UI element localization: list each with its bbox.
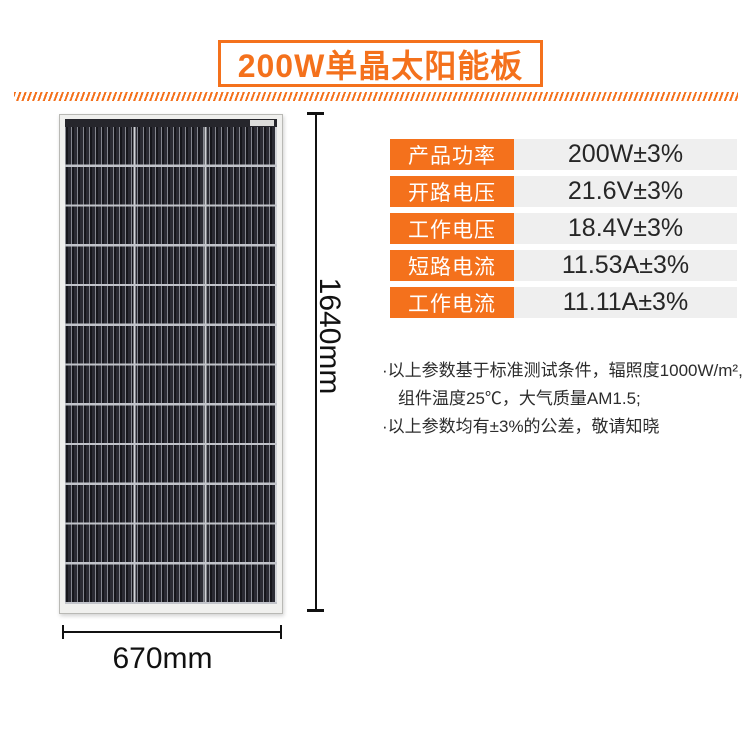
spec-value: 18.4V±3% <box>514 213 737 244</box>
height-dimension-tick-top <box>307 112 324 115</box>
solar-panel-cells <box>65 127 277 604</box>
solar-panel-top-strip <box>65 119 277 127</box>
product-title: 200W单晶太阳能板 <box>218 40 543 87</box>
spec-value: 200W±3% <box>514 139 737 170</box>
width-dimension-label: 670mm <box>112 642 213 675</box>
spec-row-power: 产品功率 200W±3% <box>390 139 737 170</box>
height-dimension-label: 1640mm <box>313 277 346 395</box>
spec-value: 11.53A±3% <box>514 250 737 281</box>
note-line-3: ·以上参数均有±3%的公差，敬请知晓 <box>382 417 660 436</box>
spec-row-working-voltage: 工作电压 18.4V±3% <box>390 213 737 244</box>
height-dimension-tick-bottom <box>307 609 324 612</box>
hatched-divider <box>14 92 738 101</box>
height-dimension-line <box>315 113 317 612</box>
spec-label: 短路电流 <box>390 250 514 281</box>
spec-label: 开路电压 <box>390 176 514 207</box>
width-dimension-tick-right <box>280 625 282 639</box>
spec-row-short-circuit-current: 短路电流 11.53A±3% <box>390 250 737 281</box>
spec-label: 工作电流 <box>390 287 514 318</box>
note-line-2: 组件温度25℃，大气质量AM1.5; <box>398 389 641 408</box>
spec-value: 11.11A±3% <box>514 287 737 318</box>
spec-table: 产品功率 200W±3% 开路电压 21.6V±3% 工作电压 18.4V±3%… <box>390 139 737 324</box>
spec-value: 21.6V±3% <box>514 176 737 207</box>
note-line-1: ·以上参数基于标准测试条件，辐照度1000W/m², <box>382 361 743 380</box>
spec-label: 产品功率 <box>390 139 514 170</box>
solar-panel-label-sticker <box>250 120 274 126</box>
spec-row-open-circuit-voltage: 开路电压 21.6V±3% <box>390 176 737 207</box>
solar-panel-image <box>59 114 283 614</box>
spec-row-working-current: 工作电流 11.11A±3% <box>390 287 737 318</box>
spec-label: 工作电压 <box>390 213 514 244</box>
product-title-text: 200W单晶太阳能板 <box>237 47 524 84</box>
notes-block: ·以上参数基于标准测试条件，辐照度1000W/m², 组件温度25℃，大气质量A… <box>382 357 744 441</box>
width-dimension-line <box>63 631 282 633</box>
width-dimension-tick-left <box>62 625 64 639</box>
